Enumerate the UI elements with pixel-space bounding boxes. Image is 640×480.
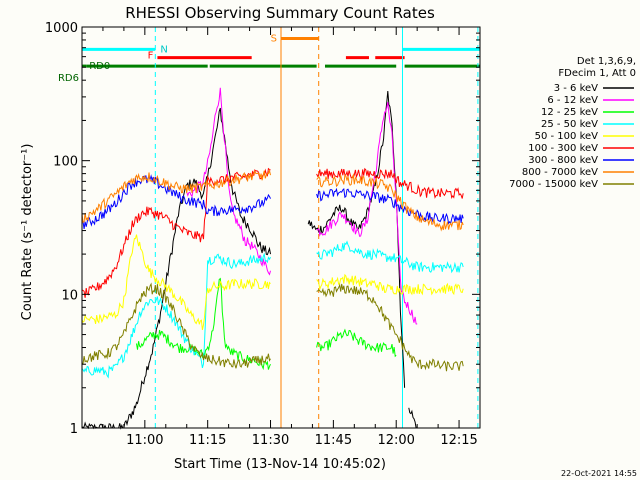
- flag-label-n: N: [160, 44, 167, 55]
- series-3-segment-1: [316, 240, 464, 274]
- series-0-segment-2: [408, 407, 418, 429]
- series-1-segment-1: [316, 102, 418, 325]
- legend-label-6: 300 - 800 keV: [528, 155, 598, 166]
- y-tick-label-2: 100: [53, 155, 78, 170]
- flag-label-rd6: RD6: [58, 73, 79, 84]
- y-axis-label: Count Rate (s⁻¹ detector⁻¹): [20, 144, 35, 321]
- series-7-segment-1: [316, 172, 464, 232]
- x-tick-label-3: 11:45: [315, 433, 352, 448]
- x-tick-label-2: 11:30: [252, 433, 289, 448]
- series-6-segment-0: [81, 174, 271, 229]
- x-tick-label-1: 11:15: [189, 433, 226, 448]
- series-0-segment-1: [307, 91, 406, 388]
- x-tick-label-4: 12:00: [377, 433, 414, 448]
- y-tick-label-0: 1: [70, 422, 78, 437]
- series-8-segment-0: [81, 282, 271, 369]
- chart-title: RHESSI Observing Summary Count Rates: [125, 4, 435, 22]
- series-8-segment-1: [316, 283, 464, 372]
- series-5-segment-0: [81, 167, 271, 298]
- plot-frame: [81, 26, 481, 429]
- vertical-markers: [154, 27, 479, 428]
- series-2-segment-1: [316, 328, 397, 358]
- y-tick-label-1: 10: [61, 288, 78, 303]
- footer-date: 22-Oct-2021 14:55: [561, 469, 637, 478]
- y-axis-ticks: 1 10 100 1000: [45, 21, 480, 437]
- legend-label-2: 12 - 25 keV: [541, 107, 598, 118]
- legend-label-8: 7000 - 15000 keV: [509, 179, 598, 190]
- flag-label-s: S: [271, 34, 277, 45]
- series-5-segment-1: [316, 167, 464, 199]
- x-axis-ticks: 11:00 11:15 11:30 11:45 12:00 12:15: [102, 27, 481, 448]
- x-tick-label-0: 11:00: [126, 433, 163, 448]
- series-0-segment-0: [81, 107, 271, 430]
- x-tick-label-5: 12:15: [440, 433, 477, 448]
- legend-label-1: 6 - 12 keV: [547, 95, 598, 106]
- series-lines: [81, 87, 464, 430]
- series-4-segment-1: [316, 273, 464, 296]
- legend-header-0: Det 1,3,6,9,: [577, 56, 636, 67]
- legend-label-7: 800 - 7000 keV: [522, 167, 598, 178]
- legend-label-3: 25 - 50 keV: [541, 119, 598, 130]
- legend-label-4: 50 - 100 keV: [535, 131, 599, 142]
- series-3-segment-0: [81, 252, 271, 379]
- flag-bars: NF S RD0 RD6: [58, 34, 480, 84]
- series-7-segment-0: [81, 168, 271, 223]
- flag-label-rd0: RD0: [89, 61, 110, 72]
- y-tick-label-3: 1000: [45, 21, 78, 36]
- legend-label-0: 3 - 6 keV: [554, 83, 598, 94]
- legend-header-1: FDecim 1, Att 0: [558, 68, 636, 79]
- series-4-segment-0: [81, 234, 271, 331]
- flag-label-f: F: [148, 51, 154, 62]
- x-axis-label: Start Time (13-Nov-14 10:45:02): [174, 457, 386, 472]
- series-6-segment-1: [316, 187, 464, 225]
- legend-label-5: 100 - 300 keV: [528, 143, 598, 154]
